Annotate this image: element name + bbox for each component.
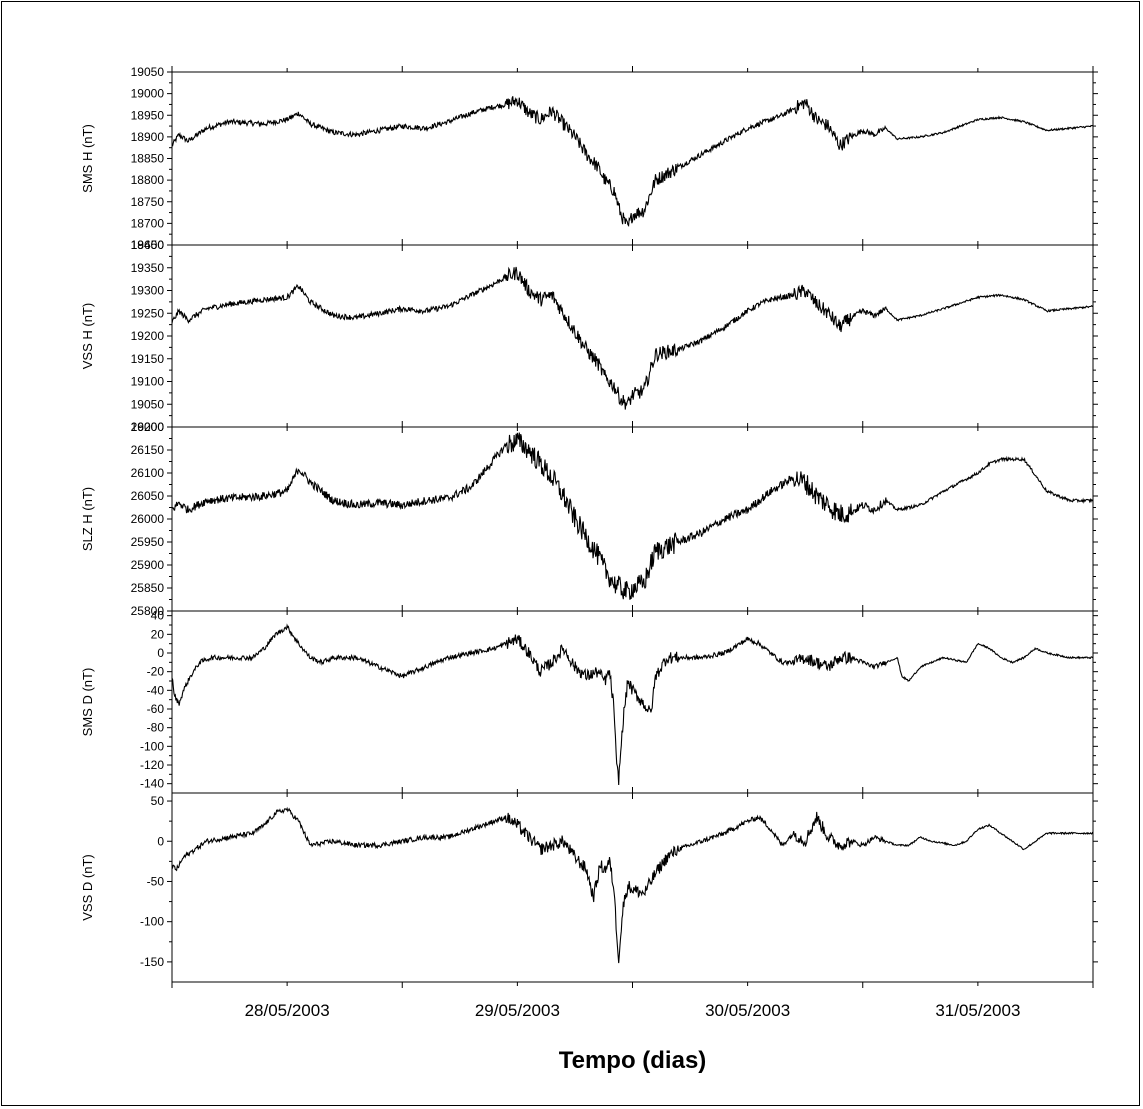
series-line	[172, 96, 1093, 227]
y-tick-label: 18750	[131, 195, 165, 209]
y-axis-label: SMS D (nT)	[80, 668, 95, 737]
panel-2: 19000 19050 19100 19150 19200 19250 19300 19350…	[80, 238, 1098, 434]
y-tick-label: 18650	[131, 238, 165, 252]
y-tick-label: 25900	[131, 558, 165, 572]
y-tick-label: 19300	[131, 284, 165, 298]
y-tick-label: -100	[140, 915, 164, 929]
y-tick-label: -20	[147, 665, 165, 679]
y-tick-label: 20	[151, 627, 165, 641]
y-tick-label: 18950	[131, 108, 165, 122]
y-tick-label: 19150	[131, 352, 165, 366]
panel-5: -150 -100 -50 0 50 VSS D (nT)	[80, 787, 1098, 988]
y-tick-label: -40	[147, 683, 165, 697]
panel-frame	[171, 426, 1094, 612]
y-axis-label: SMS H (nT)	[80, 124, 95, 193]
y-tick-label: 0	[157, 834, 164, 848]
y-tick-label: 19100	[131, 375, 165, 389]
y-tick-label: 18850	[131, 152, 165, 166]
y-tick-label: 18900	[131, 130, 165, 144]
series-line	[172, 432, 1093, 600]
y-tick-label: 26050	[131, 489, 165, 503]
y-tick-label: -60	[147, 702, 165, 716]
y-tick-label: 19000	[131, 420, 165, 434]
y-tick-label: 18700	[131, 216, 165, 230]
panel-frame	[171, 610, 1094, 794]
y-tick-label: -80	[147, 721, 165, 735]
x-tick-label: 31/05/2003	[935, 1001, 1020, 1020]
y-tick-label: 40	[151, 609, 165, 623]
y-tick-label: 25950	[131, 535, 165, 549]
y-tick-label: 26000	[131, 512, 165, 526]
y-axis-label: SLZ H (nT)	[80, 487, 95, 551]
y-tick-label: 26150	[131, 443, 165, 457]
y-tick-label: 0	[157, 646, 164, 660]
series-line	[172, 806, 1093, 964]
y-tick-label: -100	[140, 739, 164, 753]
y-tick-label: 26100	[131, 466, 165, 480]
y-tick-label: 50	[151, 794, 165, 808]
y-axis-label: VSS H (nT)	[80, 303, 95, 369]
y-tick-label: -150	[140, 955, 164, 969]
y-tick-label: 25800	[131, 604, 165, 618]
y-tick-label: -50	[147, 874, 165, 888]
y-tick-label: 19050	[131, 65, 165, 79]
y-tick-label: 18800	[131, 173, 165, 187]
y-tick-label: 26200	[131, 420, 165, 434]
y-tick-label: 19050	[131, 397, 165, 411]
y-tick-label: 19000	[131, 87, 165, 101]
x-tick-label: 28/05/2003	[245, 1001, 330, 1020]
y-tick-label: -120	[140, 758, 164, 772]
y-tick-label: 19400	[131, 238, 165, 252]
x-axis-title: Tempo (dias)	[559, 1047, 707, 1074]
y-tick-label: 19350	[131, 261, 165, 275]
series-line	[172, 623, 1093, 786]
panel-4: -140 -120 -100 -80 -60 -40 -20 0 20 40 SMS D (nT)	[80, 605, 1098, 799]
panel-frame	[171, 244, 1094, 428]
series-line	[172, 266, 1093, 410]
y-axis-label: VSS D (nT)	[80, 854, 95, 920]
x-tick-label: 30/05/2003	[705, 1001, 790, 1020]
x-tick-label: 29/05/2003	[475, 1001, 560, 1020]
y-tick-label: 25850	[131, 581, 165, 595]
y-tick-label: -140	[140, 777, 164, 791]
panel-3: 25800 25850 25900 25950 26000 26050 26100 26150…	[80, 420, 1098, 618]
y-tick-label: 19200	[131, 329, 165, 343]
panel-1: 18650 18700 18750 18800 18850 18900 18950 19000…	[80, 65, 1098, 252]
panel-frame	[171, 792, 1094, 983]
y-tick-label: 19250	[131, 306, 165, 320]
